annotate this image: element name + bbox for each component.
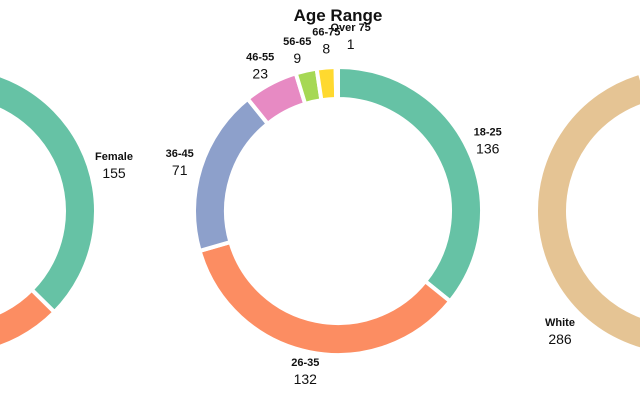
slice-value-18-25: 136 — [476, 140, 500, 156]
slice-36-45 — [192, 96, 271, 254]
slice-unlabeled — [0, 286, 58, 349]
slice-label-18-25: 18-25 — [474, 126, 502, 138]
chart-title: Age Range — [294, 6, 383, 25]
slice-label-26-35: 26-35 — [291, 357, 319, 369]
slice-18-25 — [336, 64, 484, 305]
donut-right: White 286 — [534, 70, 640, 352]
slice-value-26-35: 132 — [294, 371, 318, 387]
slice-value-female: 155 — [102, 165, 126, 181]
slice-label-56-65: 56-65 — [283, 36, 311, 48]
slice-value-66-75: 8 — [322, 41, 330, 57]
slice-value-36-45: 71 — [172, 162, 188, 178]
slice-female — [0, 73, 98, 316]
donut-left: Female 155 — [0, 73, 133, 349]
slice-label-over-75: Over 75 — [330, 22, 370, 34]
slice-over-75 — [333, 64, 340, 102]
slice-label-female: Female — [95, 151, 133, 163]
donut-age-range: 18-25 136 26-35 132 36-45 71 46-55 23 56-65 9 66-7… — [166, 22, 502, 387]
slice-label-46-55: 46-55 — [246, 51, 274, 63]
slice-66-75 — [314, 64, 339, 103]
slice-value-over-75: 1 — [347, 36, 355, 52]
slice-value-46-55: 23 — [252, 65, 268, 81]
slice-label-36-45: 36-45 — [166, 148, 194, 160]
slice-label-66-75: 66-75 — [312, 27, 340, 39]
slice-label-white: White — [545, 317, 575, 329]
slice-value-56-65: 9 — [293, 50, 301, 66]
slice-white — [534, 70, 640, 352]
slice-26-35 — [197, 239, 453, 357]
slice-value-white: 286 — [548, 331, 572, 347]
